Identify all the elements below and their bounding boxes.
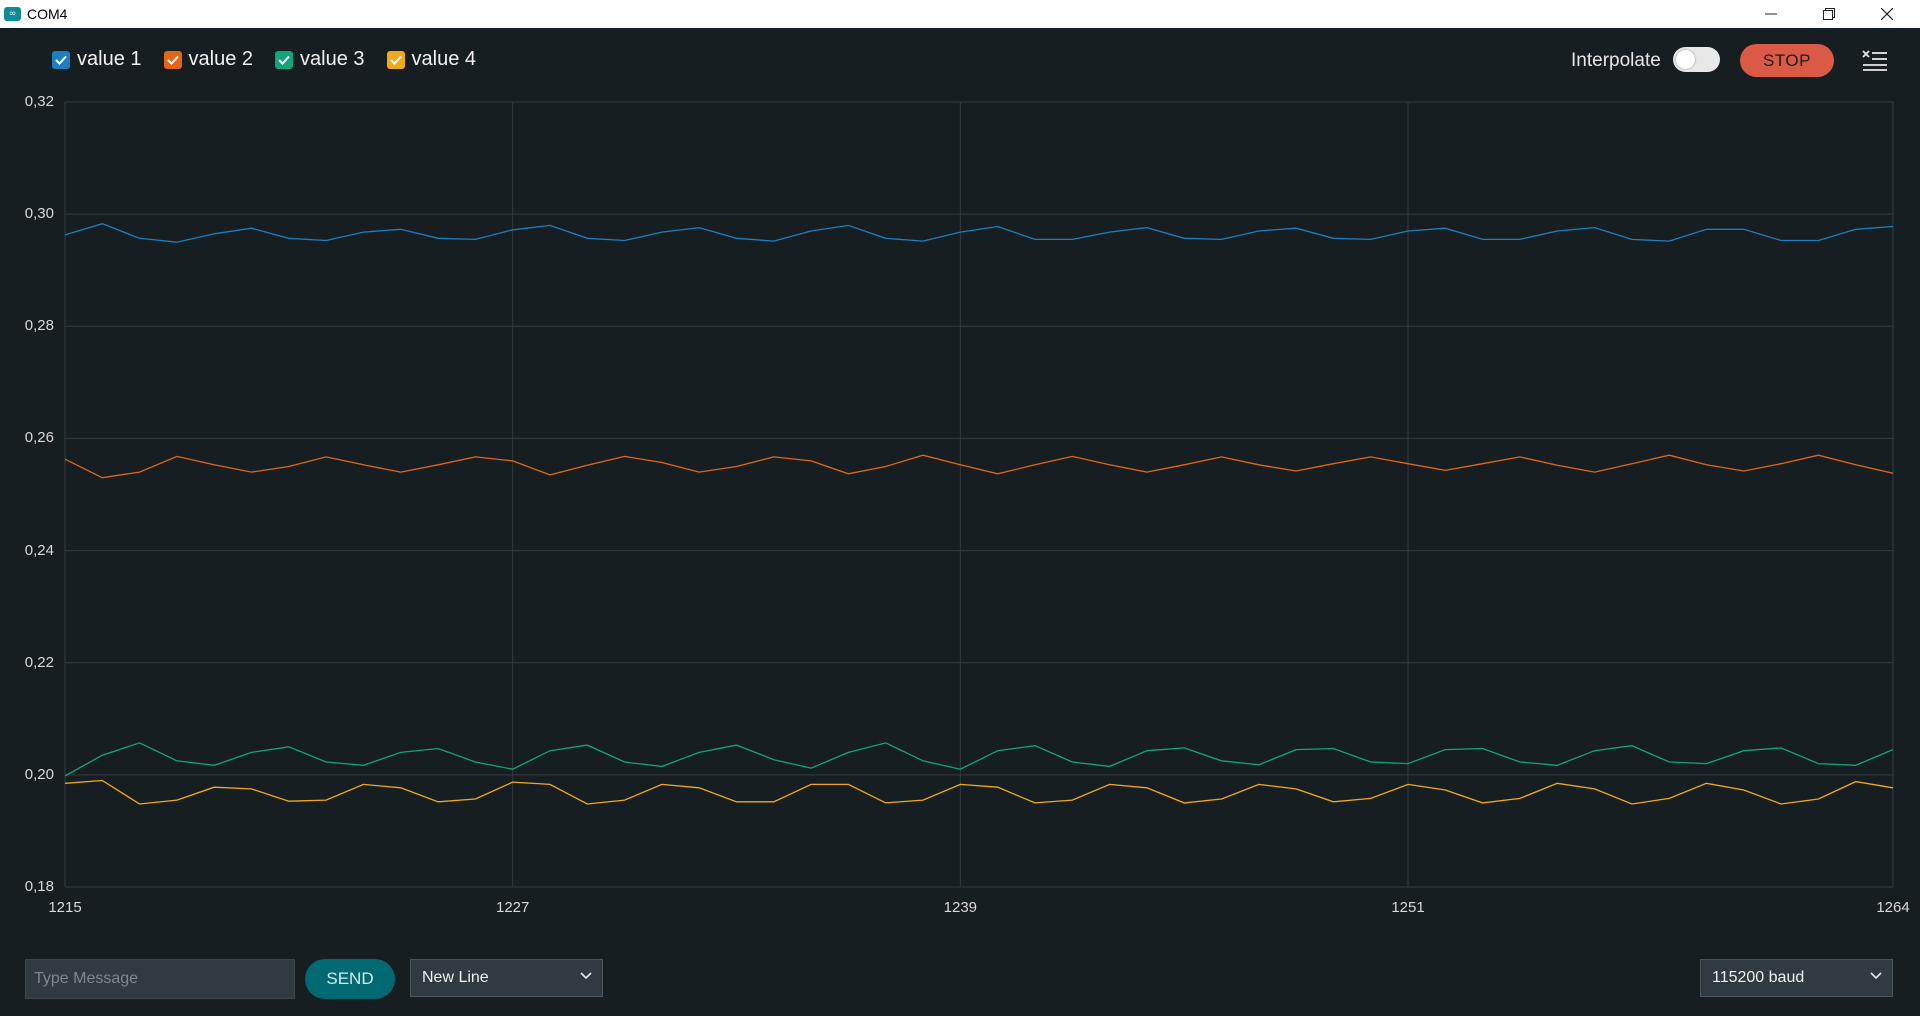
series-line-value-2	[64, 454, 1894, 479]
legend-item-value-1[interactable]: value 1	[52, 48, 142, 71]
y-tick-label: 0,24	[24, 541, 54, 559]
x-tick-label: 1227	[495, 899, 530, 916]
x-tick-label: 1264	[1876, 899, 1910, 916]
y-tick-label: 0,22	[24, 653, 54, 671]
stop-button[interactable]: STOP	[1740, 44, 1834, 77]
restore-icon	[1823, 8, 1835, 20]
restore-button[interactable]	[1800, 0, 1858, 28]
y-tick-label: 0,30	[24, 205, 54, 223]
legend-label: value 2	[188, 48, 254, 70]
toggle-knob	[1676, 50, 1695, 69]
title-bar: ∞ COM4	[0, 0, 1920, 28]
plot-area	[64, 101, 1894, 888]
plotter-chart: 0,32 0,30 0,28 0,26 0,24 0,22 0,20 0,18 1215 1227…	[0, 90, 1920, 920]
baud-rate-select[interactable]: 115200 baud	[1700, 959, 1893, 997]
legend-label: value 3	[300, 48, 365, 70]
legend-item-value-4[interactable]: value 4	[386, 48, 477, 71]
window-title: COM4	[27, 6, 68, 22]
y-tick-label: 0,18	[24, 878, 54, 895]
chevron-down-icon	[1870, 972, 1882, 980]
baud-rate-value: 115200 baud	[1712, 969, 1805, 986]
minimize-icon	[1765, 13, 1777, 15]
checkbox-checked-icon[interactable]	[163, 50, 182, 69]
arduino-app-icon: ∞	[4, 7, 21, 21]
legend-item-value-2[interactable]: value 2	[163, 48, 254, 71]
series-legend: value 1 value 2 value 3 value 4	[52, 48, 498, 71]
chevron-down-icon	[580, 972, 592, 980]
x-tick-label: 1215	[48, 899, 82, 916]
send-button[interactable]: SEND	[305, 959, 395, 999]
minimize-button[interactable]	[1742, 0, 1800, 28]
close-button[interactable]	[1858, 0, 1916, 28]
message-input[interactable]	[25, 959, 295, 999]
legend-label: value 1	[77, 48, 142, 70]
line-ending-select[interactable]: New Line	[410, 959, 603, 997]
series-line-value-3	[64, 742, 1894, 777]
line-ending-value: New Line	[422, 969, 489, 986]
x-tick-label: 1239	[943, 899, 978, 916]
series-line-value-4	[64, 779, 1894, 805]
x-tick-label: 1251	[1391, 899, 1425, 916]
y-tick-label: 0,28	[24, 317, 54, 335]
interpolate-toggle[interactable]	[1673, 47, 1720, 72]
legend-item-value-3[interactable]: value 3	[275, 48, 365, 71]
checkbox-checked-icon[interactable]	[52, 50, 70, 69]
clear-list-icon[interactable]	[1862, 49, 1888, 71]
y-tick-label: 0,32	[24, 93, 54, 110]
series-line-value-1	[64, 223, 1894, 243]
checkbox-checked-icon[interactable]	[386, 50, 405, 69]
legend-label: value 4	[411, 48, 477, 70]
interpolate-label: Interpolate	[1571, 50, 1661, 71]
checkbox-checked-icon[interactable]	[275, 50, 293, 69]
y-tick-label: 0,20	[24, 765, 54, 783]
close-icon	[1881, 8, 1893, 20]
y-tick-label: 0,26	[24, 429, 54, 447]
